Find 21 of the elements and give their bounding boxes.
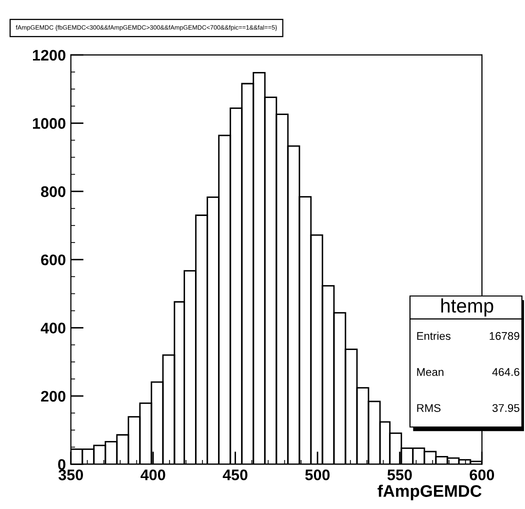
x-tick-label: 450	[222, 469, 248, 480]
y-tick-label: 0	[58, 459, 66, 470]
text: 37.95	[492, 404, 520, 412]
x-tick-label: 500	[305, 469, 330, 480]
annotation: Entries	[417, 332, 450, 340]
y-tick-label: 200	[41, 390, 66, 402]
x-tick-label: 600	[470, 469, 494, 480]
x-tick-label: 550	[387, 469, 412, 480]
y-tick-label: 800	[41, 186, 66, 198]
x-tick-label: 400	[140, 469, 166, 480]
text: 464.6	[492, 368, 520, 376]
y-tick-label: 600	[41, 254, 66, 266]
annotation: htemp	[441, 298, 494, 317]
y-tick-label: 1000	[32, 118, 66, 129]
x-tick-label: 350	[58, 469, 83, 480]
y-tick-label: 400	[40, 322, 66, 334]
x-axis-title: fAmpGEMDC	[378, 484, 482, 500]
text: 16789	[490, 332, 520, 340]
annotation: Mean	[417, 368, 444, 376]
annotation: RMS	[417, 404, 440, 412]
y-tick-label: 1200	[32, 50, 66, 61]
